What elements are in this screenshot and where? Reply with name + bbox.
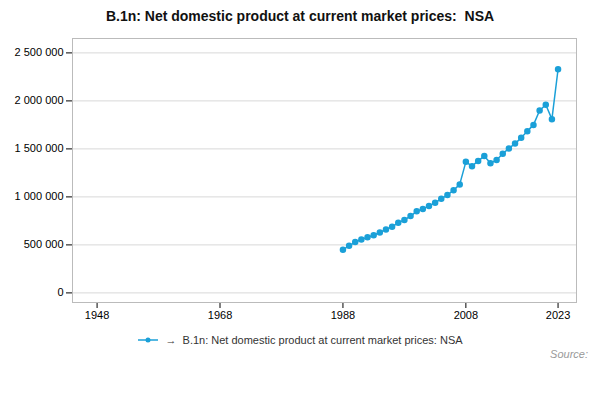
html-text:Source:: Source: (550, 348, 588, 360)
svg-text:2 000 000: 2 000 000 (15, 94, 64, 106)
svg-text:2 500 000: 2 500 000 (15, 46, 64, 58)
svg-text:1 000 000: 1 000 000 (15, 190, 64, 202)
svg-text:2008: 2008 (454, 309, 478, 321)
html-text:B.1n: Net domestic product at: B.1n: Net domestic product at current ma… (105, 8, 495, 24)
svg-text:0: 0 (57, 286, 63, 298)
svg-text:1988: 1988 (331, 309, 355, 321)
svg-text:1 500 000: 1 500 000 (15, 142, 64, 154)
svg-text:1948: 1948 (85, 309, 109, 321)
svg-text:1968: 1968 (208, 309, 232, 321)
html-text:→ B.1n: Net domestic product a: → B.1n: Net domestic product at current … (165, 334, 463, 346)
svg-text:500 000: 500 000 (24, 238, 64, 250)
svg-text:2023: 2023 (546, 309, 570, 321)
